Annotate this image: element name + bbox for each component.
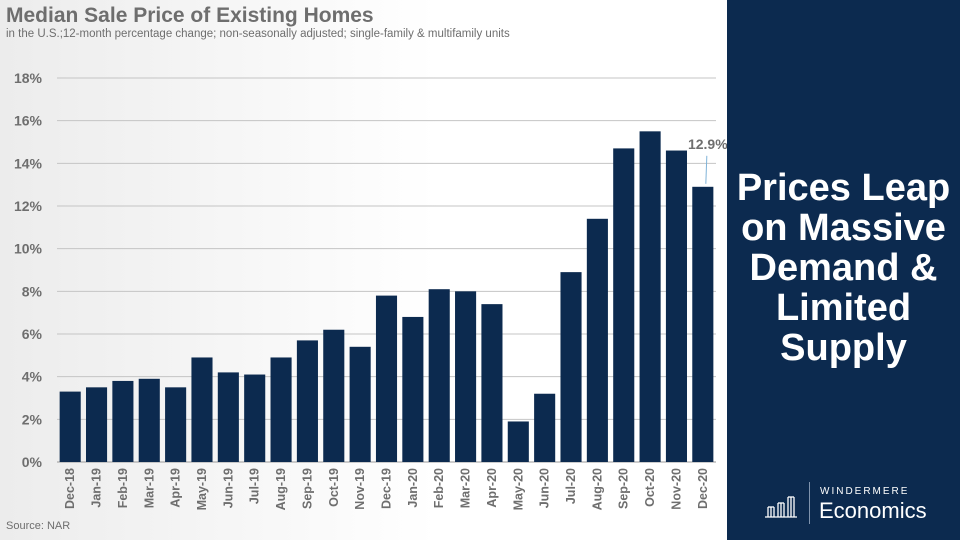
x-tick-label: Jul-20: [564, 468, 578, 504]
bar: [244, 374, 266, 462]
bar: [455, 291, 477, 462]
x-tick-label: Dec-19: [380, 468, 394, 509]
building-bars-icon: [765, 496, 797, 518]
bar: [402, 316, 424, 462]
bar: [560, 272, 582, 462]
y-tick-label: 2%: [22, 411, 43, 427]
bar: [613, 148, 635, 462]
bar: [639, 131, 661, 463]
logo-divider: [809, 482, 810, 524]
x-tick-label: Oct-20: [643, 468, 657, 507]
headline-line: on Massive: [741, 207, 946, 249]
chart-subtitle: in the U.S.;12-month percentage change; …: [6, 28, 510, 40]
bar: [586, 218, 608, 462]
bar: [85, 387, 108, 462]
x-tick-label: Mar-19: [142, 468, 156, 508]
headline: Prices Leap on Massive Demand & Limited …: [727, 168, 960, 368]
x-tick-label: Mar-20: [459, 468, 473, 508]
windermere-logo: WINDERMERE Economics: [764, 481, 944, 526]
x-tick-label: Aug-20: [590, 468, 604, 510]
x-tick-label: Sep-20: [617, 468, 631, 509]
x-tick-label: Dec-18: [63, 468, 77, 509]
x-tick-label: May-19: [195, 468, 209, 510]
y-tick-label: 8%: [22, 283, 43, 299]
bar: [692, 186, 714, 463]
x-tick-label: Nov-20: [669, 468, 683, 510]
y-tick-label: 12%: [14, 198, 43, 214]
headline-line: Demand &: [749, 247, 938, 289]
x-tick-label: Jul-19: [248, 468, 262, 504]
headline-line: Limited: [775, 287, 912, 329]
headline-line: Supply: [780, 327, 907, 369]
bar: [665, 150, 688, 463]
x-tick-label: Jan-20: [406, 468, 420, 508]
x-tick-label: Feb-20: [432, 468, 446, 508]
bar: [534, 393, 556, 462]
bar: [507, 421, 529, 462]
x-tick-label: Nov-19: [353, 468, 367, 510]
bar: [270, 357, 292, 462]
bar: [296, 340, 318, 462]
y-tick-label: 0%: [22, 454, 43, 470]
bar: [428, 289, 450, 462]
x-tick-label: Jan-19: [90, 468, 104, 508]
logo-brand: WINDERMERE: [820, 486, 910, 497]
x-tick-label: Apr-19: [169, 468, 183, 508]
annotation-leader: [705, 155, 708, 184]
bar: [481, 304, 503, 462]
x-tick-label: Dec-20: [696, 468, 710, 509]
x-tick-label: Jun-20: [538, 468, 552, 508]
bar: [191, 357, 213, 462]
x-tick-label: Sep-19: [300, 468, 314, 509]
y-tick-label: 14%: [14, 155, 43, 171]
bar: [112, 380, 134, 462]
x-tick-label: Jun-19: [221, 468, 235, 508]
y-tick-label: 6%: [22, 326, 43, 342]
bar: [323, 329, 345, 462]
bar: [165, 387, 187, 462]
x-tick-label: Oct-19: [327, 468, 341, 507]
data-label: 12.9%: [688, 136, 727, 152]
headline-line: Prices Leap: [736, 167, 951, 209]
bar: [349, 346, 371, 462]
bar: [59, 391, 81, 462]
source-note: Source: NAR: [6, 520, 71, 532]
x-tick-label: Aug-19: [274, 468, 288, 510]
chart-title: Median Sale Price of Existing Homes: [6, 4, 374, 27]
y-tick-label: 10%: [14, 241, 43, 257]
x-tick-label: Feb-19: [116, 468, 130, 508]
bar: [138, 378, 160, 462]
x-tick-label: May-20: [511, 468, 525, 510]
bar-chart: 0% 2% 4% 6% 8% 10% 12% 14% 16% 18% Dec-18 Jan-19 Feb…: [14, 70, 727, 510]
bar: [217, 372, 239, 462]
y-tick-label: 4%: [22, 369, 43, 385]
y-tick-label: 16%: [14, 113, 43, 129]
x-tick-label: Apr-20: [485, 468, 499, 508]
logo-product: Economics: [819, 498, 927, 523]
bar: [375, 295, 398, 462]
y-tick-label: 18%: [14, 70, 43, 86]
headline-panel: [727, 0, 960, 540]
